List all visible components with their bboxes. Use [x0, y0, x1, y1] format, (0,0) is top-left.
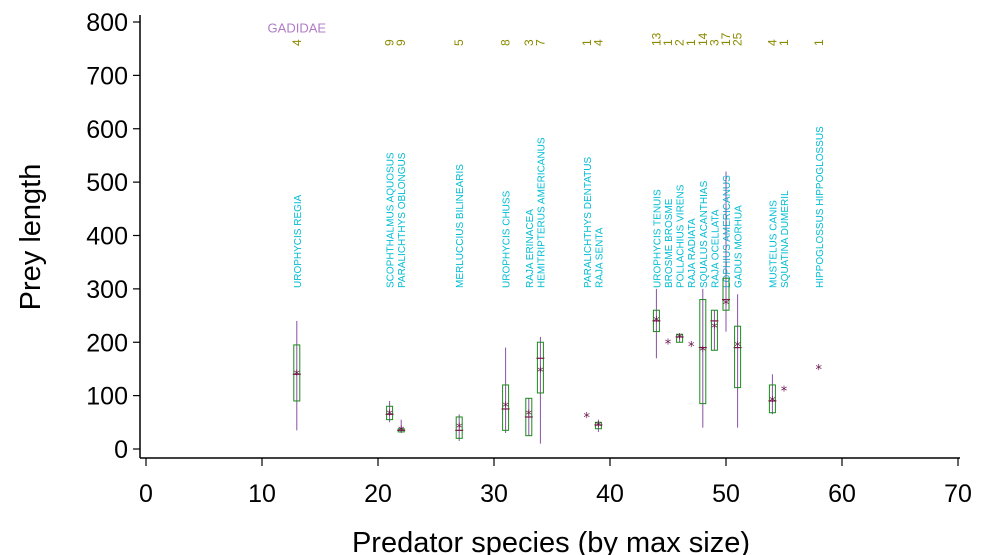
sample-count-label: 4: [290, 39, 304, 46]
species-name-label: MUSTELUS CANIS: [768, 200, 779, 288]
y-tick-label: 800: [86, 9, 128, 37]
mean-marker: *: [526, 408, 533, 423]
species-name-label: UROPHYCIS CHUSS: [502, 190, 513, 288]
sample-count-label: 1: [580, 39, 594, 46]
iqr-box: [386, 405, 394, 421]
y-tick-label: 700: [86, 62, 128, 90]
mean-marker: *: [734, 340, 741, 355]
mean-marker: *: [537, 366, 544, 381]
species-labels: UROPHYCIS REGIA SCOPHTHALMUS AQUOSUS PARAL…: [293, 126, 826, 288]
sample-count-label: 1: [661, 39, 675, 46]
x-tick-label: 40: [596, 480, 624, 508]
sample-count-label: 4: [591, 39, 605, 46]
mean-marker: *: [386, 408, 393, 423]
species-name-label: LOPHIUS AMERICANUS: [722, 175, 733, 288]
family-label: GADIDAE: [268, 20, 327, 35]
mean-marker: *: [723, 298, 730, 313]
species-name-label: POLLACHIUS VIRENS: [676, 184, 687, 288]
sample-count-label: 17: [719, 32, 733, 46]
mean-marker: *: [456, 422, 463, 437]
species-name-label: RAJA ERINACEA: [525, 209, 536, 288]
sample-count-label: 9: [394, 39, 408, 46]
x-axis-title: Predator species (by max size): [352, 527, 750, 555]
mean-marker: *: [653, 315, 660, 330]
sample-count-label: 4: [765, 39, 779, 46]
y-tick-label: 100: [86, 383, 128, 411]
mean-marker: *: [769, 395, 776, 410]
species-name-label: HIPPOGLOSSUS HIPPOGLOSSUS: [815, 126, 826, 288]
species-name-label: RAJA SENTA: [594, 227, 605, 288]
species-name-label: PARALICHTHYS DENTATUS: [583, 157, 594, 288]
mean-marker: *: [711, 321, 718, 336]
y-tick-label: 600: [86, 116, 128, 144]
iqr-box: [676, 333, 684, 343]
species-name-label: HEMITRIPTERUS AMERICANUS: [536, 137, 547, 288]
iqr-box: [734, 325, 742, 389]
species-name-label: SCOPHTHALMUS AQUOSUS: [386, 152, 397, 288]
sample-count-label: 8: [499, 39, 513, 46]
iqr-box: [710, 309, 718, 351]
mean-marker: *: [294, 368, 301, 383]
sample-count-label: 3: [707, 39, 721, 46]
species-name-label: RAJA RADIATA: [687, 218, 698, 288]
species-name-label: MERLUCCIUS BILINEARIS: [455, 164, 466, 288]
sample-count-label: 1: [777, 39, 791, 46]
mean-marker: *: [688, 340, 695, 355]
iqr-box: [455, 416, 463, 439]
mean-marker: *: [584, 411, 591, 426]
species-name-label: SQUATINA DUMERIL: [780, 190, 791, 288]
sample-count-label: 1: [684, 39, 698, 46]
iqr-box: [768, 384, 776, 414]
species-name-label: BROSME BROSME: [664, 198, 675, 288]
mean-marker: *: [781, 384, 788, 399]
iqr-box: [722, 277, 730, 311]
species-name-label: GADUS MORHUA: [734, 205, 745, 288]
species-name-label: SQUALUS ACANTHIAS: [699, 180, 710, 288]
mean-marker: *: [676, 332, 683, 347]
iqr-box: [536, 341, 544, 394]
x-tick-label: 20: [364, 480, 392, 508]
sample-count-label: 13: [649, 32, 663, 46]
iqr-box: [502, 384, 510, 431]
y-tick-label: 200: [86, 329, 128, 357]
boxes: * * * * * * * * * * * * * * * * * * * *: [292, 171, 823, 444]
y-tick-label: 300: [86, 276, 128, 304]
iqr-box: [293, 344, 301, 402]
mean-marker: *: [816, 363, 823, 378]
mean-marker: *: [665, 337, 672, 352]
sample-count-label: 25: [731, 32, 745, 46]
axes: [139, 15, 960, 459]
species-name-label: UROPHYCIS TENUIS: [652, 189, 663, 288]
y-tick-label: 0: [114, 436, 128, 464]
iqr-box: [699, 299, 707, 405]
species-name-label: RAJA OCELLATA: [710, 209, 721, 288]
y-axis-title: Prey length: [15, 164, 47, 311]
sample-count-label: 3: [522, 39, 536, 46]
sample-count-label: 2: [673, 39, 687, 46]
x-tick-label: 60: [828, 480, 856, 508]
x-ticks: 0 10 20 30 40 50 60 70: [139, 458, 972, 508]
mean-marker: *: [700, 344, 707, 359]
mean-marker: *: [595, 420, 602, 435]
sample-count-label: 7: [533, 39, 547, 46]
species-name-label: UROPHYCIS REGIA: [293, 194, 304, 288]
sample-count-label: 9: [383, 39, 397, 46]
y-ticks: 0 100 200 300 400 500 600 700 800: [86, 9, 140, 464]
sample-count-label: 5: [452, 39, 466, 46]
sample-count-label: 1: [812, 39, 826, 46]
y-tick-label: 500: [86, 169, 128, 197]
y-tick-label: 400: [86, 223, 128, 251]
mean-marker: *: [502, 400, 509, 415]
mean-marker: *: [398, 424, 405, 439]
sample-count-label: 14: [696, 32, 710, 46]
x-tick-label: 10: [248, 480, 276, 508]
x-tick-label: 50: [712, 480, 740, 508]
species-name-label: PARALICHTHYS OBLONGUS: [397, 152, 408, 288]
x-tick-label: 30: [480, 480, 508, 508]
x-tick-label: 70: [944, 480, 972, 508]
x-tick-label: 0: [139, 480, 153, 508]
